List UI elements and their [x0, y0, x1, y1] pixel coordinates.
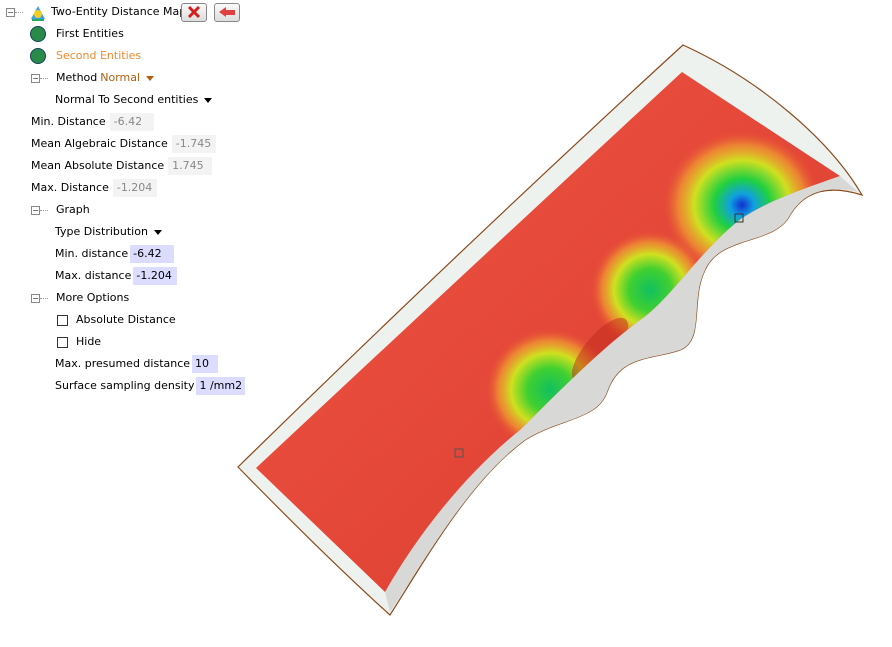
label: Mean Algebraic Distance	[31, 137, 168, 150]
label: Min. Distance	[31, 115, 106, 128]
graph-type-row: Type Distribution	[55, 223, 162, 241]
method-row: Method Normal	[56, 69, 155, 87]
value: -6.42	[109, 113, 154, 131]
input[interactable]: 1 /mm2	[196, 377, 246, 395]
feature-icon	[31, 6, 45, 21]
label: Method	[56, 71, 98, 84]
input[interactable]: -1.204	[133, 267, 178, 285]
input[interactable]: 10	[192, 355, 219, 373]
collapse-toggle[interactable]: −	[6, 8, 15, 17]
hide-option[interactable]: Hide	[57, 333, 101, 351]
graph-max-row: Max. distance -1.204	[55, 267, 178, 285]
label: Max. distance	[55, 269, 132, 282]
normal-to-dropdown[interactable]: Second entities	[113, 93, 199, 106]
min-distance-row: Min. Distance -6.42	[31, 113, 154, 131]
normal-to-row: Normal To Second entities	[55, 91, 213, 109]
distance-map-surface	[256, 72, 840, 592]
first-entities[interactable]: First Entities	[56, 27, 124, 40]
tree-line	[40, 210, 48, 211]
tree-line	[40, 298, 48, 299]
label: Min. distance	[55, 247, 129, 260]
more-options-node: More Options	[56, 291, 130, 304]
value: -1.204	[112, 179, 157, 197]
label: Mean Absolute Distance	[31, 159, 165, 172]
label: Max. Distance	[31, 181, 109, 194]
label: Absolute Distance	[76, 313, 176, 326]
absolute-distance-option[interactable]: Absolute Distance	[57, 311, 176, 329]
probe-marker[interactable]	[454, 448, 464, 458]
value: -1.745	[171, 135, 216, 153]
collapse-toggle[interactable]: −	[31, 206, 40, 215]
label: Hide	[76, 335, 102, 348]
status-icon	[30, 26, 46, 42]
second-entities[interactable]: Second Entities	[56, 49, 142, 62]
label: Type	[55, 225, 81, 238]
label: Surface sampling density	[55, 379, 195, 392]
sampling-density-row: Surface sampling density 1 /mm2	[55, 377, 246, 395]
tree-line	[40, 78, 48, 79]
status-icon	[30, 48, 46, 64]
input[interactable]: -6.42	[130, 245, 175, 263]
type-dropdown[interactable]: Distribution	[83, 225, 148, 238]
collapse-toggle[interactable]: −	[31, 294, 40, 303]
max-distance-row: Max. Distance -1.204	[31, 179, 157, 197]
max-presumed-row: Max. presumed distance 10	[55, 355, 219, 373]
mean-absolute-row: Mean Absolute Distance 1.745	[31, 157, 213, 175]
back-button[interactable]	[214, 3, 240, 22]
probe-marker[interactable]	[734, 213, 744, 223]
tree-line	[15, 12, 23, 13]
label: Normal To	[55, 93, 110, 106]
collapse-toggle[interactable]: −	[31, 74, 40, 83]
value: 1.745	[168, 157, 213, 175]
mean-algebraic-row: Mean Algebraic Distance -1.745	[31, 135, 216, 153]
method-dropdown[interactable]: Normal	[100, 71, 141, 84]
cancel-button[interactable]	[181, 3, 207, 22]
graph-min-row: Min. distance -6.42	[55, 245, 175, 263]
graph-node: Graph	[56, 203, 90, 216]
label: Max. presumed distance	[55, 357, 191, 370]
feature-title: Two-Entity Distance Map	[51, 5, 187, 18]
